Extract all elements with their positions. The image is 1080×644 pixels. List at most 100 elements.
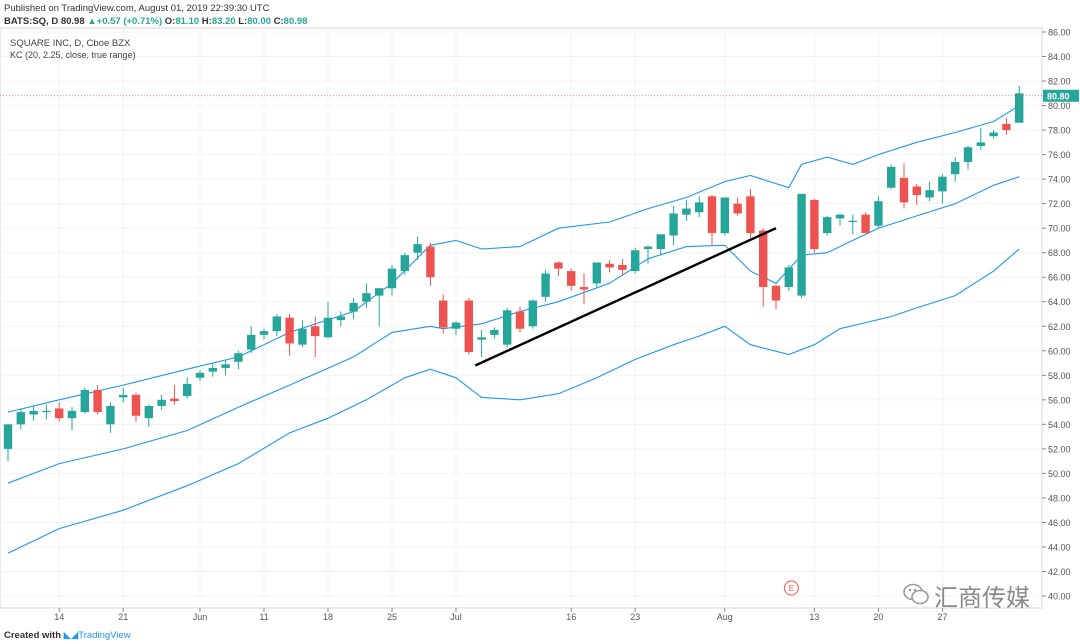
- high-label: H:: [201, 16, 212, 27]
- candle: [861, 212, 870, 234]
- candle: [195, 370, 205, 382]
- candle-body: [29, 410, 38, 415]
- x-tick-label: 11: [259, 612, 268, 622]
- price-change: +0.57 (+0.71%): [96, 16, 163, 27]
- candle: [439, 294, 448, 334]
- candle: [541, 269, 550, 302]
- candle-body: [93, 390, 102, 413]
- chart-grid: [0, 27, 1043, 609]
- candle-body: [16, 412, 25, 425]
- keltner-channel: [7, 105, 1020, 554]
- candle-body: [848, 220, 857, 223]
- x-tick-label: 20: [873, 612, 883, 622]
- candle-body: [42, 410, 51, 413]
- candle-body: [746, 196, 755, 234]
- y-tick-label: 64.00: [1048, 297, 1071, 307]
- candle: [285, 314, 294, 356]
- candle-body: [413, 244, 422, 253]
- x-tick-label: 23: [630, 612, 640, 622]
- candle-body: [528, 300, 537, 327]
- earnings-event-icon[interactable]: [783, 580, 799, 596]
- candle: [375, 288, 384, 327]
- close-label: C:: [273, 16, 284, 27]
- y-tick-label: 74.00: [1048, 175, 1071, 185]
- candle: [323, 301, 333, 339]
- candle-body: [1002, 123, 1011, 131]
- x-tick-label: 14: [54, 612, 64, 622]
- candle: [746, 188, 755, 238]
- candle-body: [311, 326, 320, 337]
- price-tag-label: 80.80: [1047, 91, 1070, 101]
- y-tick-label: 68.00: [1048, 248, 1071, 258]
- candle-body: [3, 424, 13, 449]
- candle: [567, 268, 576, 291]
- candle: [976, 127, 985, 150]
- price-tag: [1043, 89, 1079, 102]
- candle: [400, 252, 409, 275]
- upper-band: [7, 105, 1020, 413]
- candle: [605, 260, 614, 273]
- candle-body: [170, 398, 179, 402]
- candle: [298, 320, 307, 348]
- candle: [93, 385, 102, 415]
- x-tick-label: 25: [387, 612, 397, 622]
- x-tick-label: 16: [566, 612, 576, 622]
- candle-body: [285, 317, 294, 344]
- ticker: BATS:SQ, D: [4, 16, 59, 27]
- candle-body: [234, 353, 243, 362]
- candle: [464, 298, 473, 355]
- candle: [515, 306, 525, 333]
- candle-body: [272, 316, 281, 332]
- candle: [387, 264, 397, 296]
- x-tick-label: Aug: [717, 612, 733, 622]
- candle-body: [349, 302, 358, 312]
- candle: [80, 387, 89, 414]
- candle: [119, 387, 128, 403]
- candle-body: [899, 177, 909, 203]
- candle: [733, 197, 742, 216]
- x-tick-label: Jul: [450, 612, 462, 622]
- candle-body: [259, 331, 269, 335]
- candle-body: [298, 328, 307, 345]
- x-tick-label: 27: [937, 612, 947, 622]
- candle: [695, 196, 704, 218]
- candle: [592, 262, 601, 289]
- low-label: L:: [238, 16, 248, 27]
- y-tick-label: 72.00: [1048, 199, 1071, 209]
- candle-body: [106, 405, 115, 425]
- candle: [887, 164, 896, 189]
- candle: [451, 321, 461, 335]
- trendline-segment[interactable]: [474, 227, 777, 367]
- lower-band: [7, 176, 1020, 484]
- candle: [925, 181, 934, 202]
- candle-body: [592, 262, 601, 284]
- candle: [784, 264, 793, 291]
- candle: [247, 326, 256, 354]
- candle-body: [771, 285, 781, 301]
- candle: [835, 213, 845, 226]
- time-axis[interactable]: 14 21 Jun 11 18 25 Jul 16 23 Aug 13 20 27 E: [54, 580, 947, 622]
- candle-body: [976, 142, 985, 147]
- candle-body: [810, 199, 819, 250]
- ohlc-line: BATS:SQ, D 80.98 ▲+0.57 (+0.71%) O:81.10…: [4, 16, 307, 27]
- candle: [951, 157, 960, 182]
- candle: [349, 298, 358, 319]
- candle-body: [1015, 93, 1024, 123]
- candle: [413, 236, 422, 261]
- candle-body: [938, 176, 947, 192]
- candle-body: [55, 408, 64, 419]
- candle: [3, 424, 13, 462]
- candle-body: [656, 234, 665, 250]
- candle-body: [183, 383, 192, 397]
- candle-body: [80, 390, 89, 413]
- x-tick-label: 21: [118, 612, 128, 622]
- candle: [810, 198, 819, 253]
- price-axis[interactable]: 86.00 84.00 82.00 80.00 78.00 76.00 74.00 72.00…: [1042, 28, 1079, 602]
- candle: [912, 184, 921, 205]
- candle-body: [605, 263, 614, 268]
- candle-body: [144, 405, 153, 419]
- indicator-legend[interactable]: KC (20, 2.25, close, true range): [10, 50, 136, 60]
- candle: [1015, 85, 1024, 123]
- candle: [720, 197, 729, 236]
